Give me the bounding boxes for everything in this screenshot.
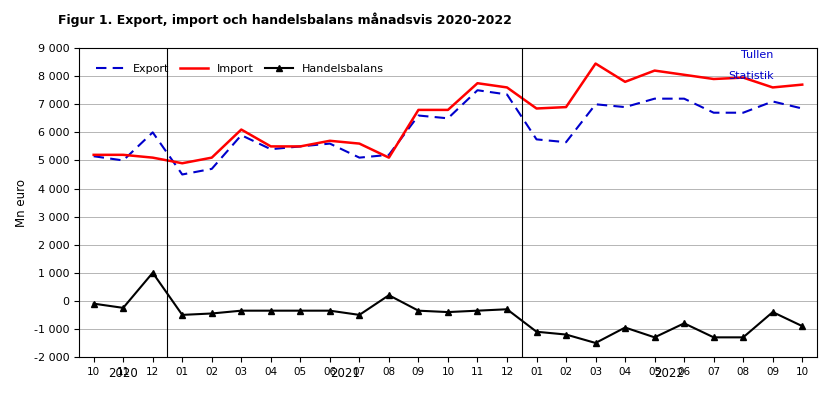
Text: 2022: 2022 [655, 367, 684, 380]
Legend: Export, Import, Handelsbalans: Export, Import, Handelsbalans [92, 60, 389, 79]
Text: 2020: 2020 [108, 367, 138, 380]
Text: Figur 1. Export, import och handelsbalans månadsvis 2020-2022: Figur 1. Export, import och handelsbalan… [58, 12, 513, 27]
Text: 2021: 2021 [329, 367, 359, 380]
Text: Tullen: Tullen [741, 50, 774, 60]
Y-axis label: Mn euro: Mn euro [15, 178, 28, 227]
Text: Statistik: Statistik [728, 71, 774, 81]
